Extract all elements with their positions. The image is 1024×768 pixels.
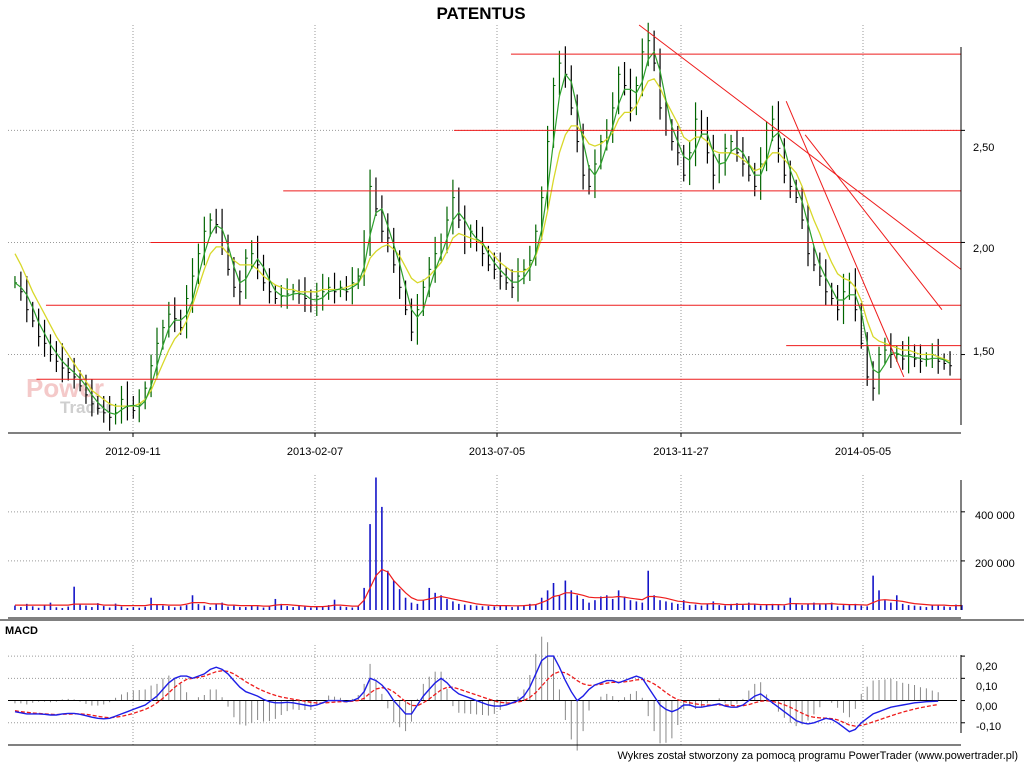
macd-signal-line bbox=[14, 670, 939, 727]
macd-y-tick-label: 0,00 bbox=[976, 701, 997, 713]
x-tick-label: 2013-02-07 bbox=[287, 446, 343, 458]
macd-y-tick-label: -0,10 bbox=[976, 721, 1001, 733]
volume-average-line bbox=[15, 568, 962, 608]
watermark-trader: Trader bbox=[60, 398, 112, 417]
x-tick-label: 2013-07-05 bbox=[469, 446, 525, 458]
trend-line bbox=[785, 101, 905, 378]
footer-credit: Wykres został stworzony za pomocą progra… bbox=[617, 750, 1018, 762]
grid-lines bbox=[8, 25, 957, 745]
y-tick-label: 2,00 bbox=[973, 243, 994, 255]
macd-line bbox=[14, 655, 939, 733]
volume-y-tick-label: 400 000 bbox=[975, 510, 1015, 522]
x-tick-label: 2014-05-05 bbox=[835, 446, 891, 458]
macd-y-tick-label: 0,10 bbox=[976, 681, 997, 693]
macd-y-tick-label: 0,20 bbox=[976, 661, 997, 673]
volume-panel bbox=[14, 477, 963, 610]
x-tick-label: 2013-11-27 bbox=[653, 446, 708, 458]
y-tick-label: 1,50 bbox=[973, 346, 994, 358]
macd-panel bbox=[8, 636, 957, 751]
macd-title: MACD bbox=[5, 625, 38, 637]
volume-y-tick-label: 200 000 bbox=[975, 558, 1015, 570]
trend-line bbox=[804, 134, 943, 311]
x-tick-label: 2012-09-11 bbox=[105, 446, 160, 458]
chart-title: PATENTUS bbox=[436, 4, 525, 23]
price-panel bbox=[14, 22, 962, 431]
axes bbox=[0, 47, 1024, 746]
moving-average-long bbox=[14, 78, 951, 407]
trend-line bbox=[638, 24, 962, 270]
y-tick-label: 2,50 bbox=[973, 142, 994, 154]
